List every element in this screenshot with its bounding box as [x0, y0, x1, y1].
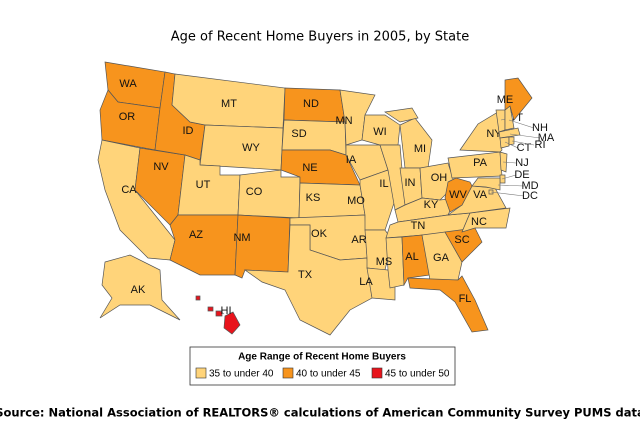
- leader-line: [219, 310, 225, 315]
- state-label: IN: [405, 177, 416, 189]
- legend-label: 45 to under 50: [385, 369, 450, 380]
- state: [385, 236, 405, 289]
- state: [223, 311, 241, 335]
- state-label: MI: [414, 143, 426, 155]
- state-label: NM: [233, 232, 250, 244]
- state-label: WI: [373, 126, 386, 138]
- state-label: AZ: [189, 229, 203, 241]
- state-label: AL: [405, 251, 418, 263]
- state-label: NY: [486, 128, 502, 140]
- state: [407, 275, 489, 333]
- state: [366, 267, 396, 301]
- state-label: ID: [183, 125, 194, 137]
- state: [421, 231, 463, 281]
- state-label: OH: [431, 172, 448, 184]
- state: [498, 127, 521, 139]
- state-label: VA: [473, 189, 488, 201]
- legend: Age Range of Recent Home Buyers 35 to un…: [189, 346, 456, 386]
- leader-line: [490, 191, 525, 197]
- state: [471, 177, 501, 191]
- state-label: RI: [535, 139, 546, 151]
- leader-line: [508, 119, 535, 129]
- state-label: CA: [121, 184, 137, 196]
- state-label: IA: [346, 154, 357, 166]
- state-label: MA: [538, 132, 555, 144]
- state-label: SC: [454, 234, 469, 246]
- leader-line: [497, 184, 525, 187]
- state-label: MS: [376, 256, 393, 268]
- state: [508, 136, 515, 146]
- state: [207, 306, 214, 312]
- state-label: DE: [514, 169, 529, 181]
- legend-swatch: [371, 367, 383, 379]
- state-label: ND: [303, 98, 319, 110]
- state-label: MO: [347, 195, 365, 207]
- state-label: MN: [335, 115, 352, 127]
- state-label: SD: [291, 128, 306, 140]
- us-map: WA OR CA NV ID MT WY UT CO AZ NM ND SD NE KS OK TX MN IA MO…: [97, 61, 555, 336]
- state-label: ME: [497, 94, 514, 106]
- legend-box: [189, 346, 456, 386]
- state-label: CO: [246, 186, 263, 198]
- state: [384, 107, 419, 123]
- title: Age of Recent Home Buyers in 2005, by St…: [171, 30, 469, 45]
- state: [169, 214, 239, 276]
- legend-swatch: [282, 367, 294, 379]
- state-label: GA: [433, 252, 450, 264]
- state-label: UT: [196, 179, 211, 191]
- legend-label: 40 to under 45: [296, 369, 361, 380]
- state-label: WY: [242, 142, 260, 154]
- state-label: TN: [411, 220, 426, 232]
- state: [504, 77, 533, 121]
- state: [99, 254, 181, 321]
- state: [499, 136, 510, 149]
- state-label: CT: [517, 142, 532, 154]
- state-label: AK: [131, 284, 146, 296]
- leader-line: [501, 174, 517, 180]
- state-label: AR: [351, 234, 366, 246]
- leader-line: [502, 161, 517, 164]
- state-label: PA: [473, 157, 488, 169]
- state-label: OK: [311, 228, 328, 240]
- state-label: OR: [119, 111, 136, 123]
- legend-label: 35 to under 40: [209, 369, 274, 380]
- state-label: MT: [221, 98, 237, 110]
- state-label: MD: [521, 180, 538, 192]
- state-label: FL: [459, 293, 472, 305]
- state-label: HI: [221, 305, 232, 317]
- state-label: DC: [522, 190, 538, 202]
- source: Source: National Association of REALTORS…: [0, 406, 640, 420]
- state-label: NV: [153, 161, 169, 173]
- state: [401, 234, 431, 287]
- state-label: NE: [302, 162, 317, 174]
- state: [461, 207, 511, 233]
- state: [444, 177, 473, 213]
- state-label: WV: [449, 189, 467, 201]
- leader-line: [504, 141, 519, 149]
- leader-line: [511, 140, 535, 146]
- leader-line: [509, 133, 541, 139]
- state-label: WA: [119, 78, 137, 90]
- state-label: TX: [298, 269, 313, 281]
- legend-title: Age Range of Recent Home Buyers: [238, 352, 406, 363]
- state-label: LA: [359, 276, 373, 288]
- state-label: IL: [379, 178, 388, 190]
- state: [243, 224, 373, 336]
- legend-swatch: [195, 367, 207, 379]
- state: [234, 214, 291, 279]
- state-label: NC: [471, 216, 487, 228]
- state-label: NH: [532, 122, 548, 134]
- state-label: NJ: [515, 157, 528, 169]
- state-label: KY: [424, 199, 439, 211]
- state-label: KS: [306, 192, 321, 204]
- state: [195, 295, 201, 301]
